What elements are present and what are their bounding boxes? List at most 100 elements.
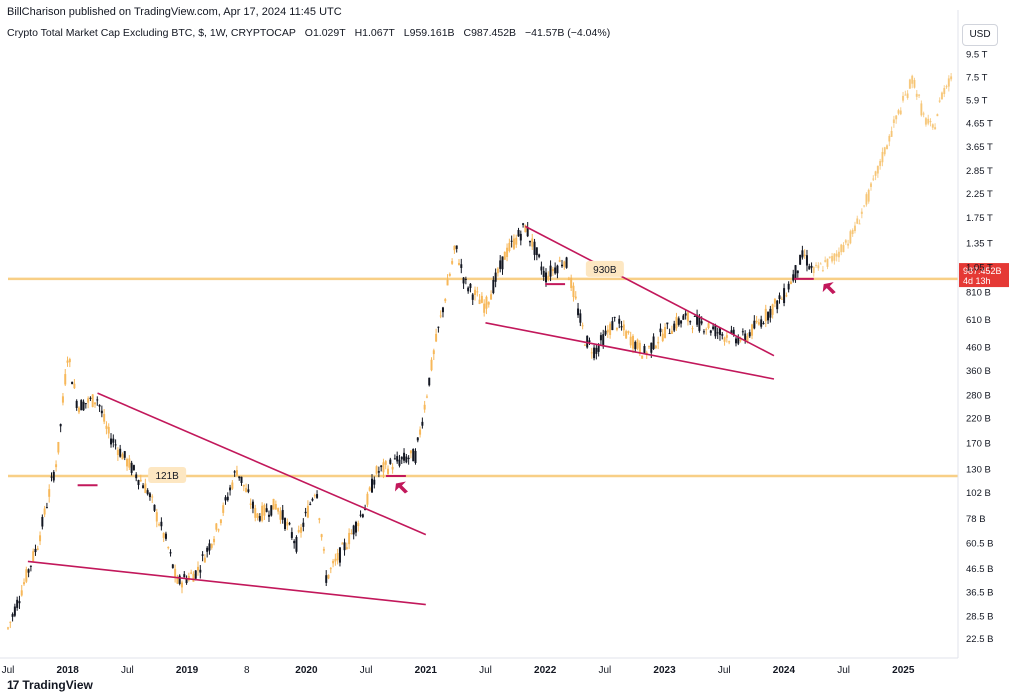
- candle-body: [190, 572, 193, 574]
- candle-body: [725, 335, 728, 338]
- candle-body: [588, 340, 591, 342]
- y-tick-label: 7.5 T: [966, 73, 988, 84]
- candle-body: [258, 516, 261, 521]
- candle-body: [691, 328, 694, 330]
- candle-body: [684, 313, 687, 316]
- candle-body: [599, 335, 602, 341]
- candle-body: [251, 501, 254, 509]
- y-tick-label: 2.25 T: [966, 189, 993, 200]
- projection-body: [840, 244, 843, 253]
- candle-body: [499, 260, 502, 269]
- projection-body: [940, 92, 943, 100]
- candle-body: [23, 582, 26, 585]
- candle-body: [496, 268, 499, 274]
- candle-body: [613, 316, 616, 318]
- candle-body: [526, 227, 529, 237]
- candle-body: [423, 404, 426, 410]
- candle-body: [256, 513, 259, 518]
- candle-body: [18, 601, 21, 604]
- candle-body: [563, 261, 566, 267]
- candle-body: [570, 277, 573, 288]
- candle-body: [284, 518, 287, 530]
- candle-body: [675, 316, 678, 329]
- candle-body: [693, 315, 696, 317]
- candle-body: [368, 487, 371, 491]
- candle-body: [551, 269, 554, 272]
- candle-body: [206, 547, 209, 552]
- candle-body: [698, 316, 701, 331]
- candle-body: [366, 493, 369, 505]
- candle-body: [606, 329, 609, 333]
- candle-body: [91, 394, 94, 407]
- candle-body: [460, 264, 463, 268]
- x-tick-label: 8: [244, 665, 250, 676]
- projection-body: [897, 110, 900, 114]
- candle-body: [199, 569, 202, 573]
- candle-body: [235, 470, 238, 476]
- candle-body: [311, 498, 314, 501]
- candle-body: [57, 441, 60, 453]
- candle-body: [215, 523, 218, 530]
- currency-button[interactable]: USD: [962, 24, 998, 46]
- price-tag-value: 987.452B: [963, 266, 1002, 276]
- candle-body: [643, 346, 646, 353]
- candle-body: [764, 308, 767, 322]
- candle-body: [492, 279, 495, 294]
- candle-body: [474, 289, 477, 295]
- ohlc-close: C987.452B: [463, 27, 517, 39]
- projection-body: [828, 256, 831, 258]
- candle-body: [306, 505, 309, 518]
- projection-body: [849, 231, 852, 244]
- candle-body: [66, 360, 69, 363]
- projection-body: [918, 94, 921, 96]
- candle-body: [810, 265, 813, 268]
- candle-body: [158, 524, 161, 526]
- candle-body: [437, 326, 440, 328]
- candle-body: [602, 334, 605, 347]
- candle-body: [506, 247, 509, 258]
- level-label: 121B: [155, 471, 179, 482]
- candle-body: [178, 575, 181, 584]
- candle-body: [371, 478, 374, 493]
- candle-body: [556, 265, 559, 274]
- candle-body: [126, 458, 129, 467]
- projection-body: [902, 95, 905, 101]
- y-tick-label: 36.5 B: [966, 587, 993, 598]
- candle-body: [249, 503, 252, 505]
- candle-body: [341, 543, 344, 545]
- candle-body: [622, 324, 625, 331]
- y-tick-label: 5.9 T: [966, 96, 988, 107]
- candle-body: [336, 553, 339, 561]
- candle-body: [288, 523, 291, 525]
- projection-body: [819, 263, 822, 265]
- candle-body: [375, 466, 378, 474]
- candle-body: [485, 296, 488, 309]
- x-tick-label: 2024: [773, 665, 796, 676]
- candle-body: [638, 342, 641, 354]
- projection-body: [821, 270, 824, 272]
- y-tick-label: 3.65 T: [966, 142, 993, 153]
- candle-body: [224, 497, 227, 501]
- candle-body: [657, 341, 660, 344]
- candle-body: [270, 505, 273, 516]
- candle-body: [210, 543, 213, 548]
- candle-body: [581, 325, 584, 327]
- candle-body: [75, 400, 78, 408]
- candle-body: [50, 476, 53, 478]
- candle-body: [444, 299, 447, 302]
- candle-body: [512, 238, 515, 249]
- candle-body: [641, 355, 644, 359]
- candle-body: [686, 312, 689, 322]
- candle-body: [446, 279, 449, 286]
- x-tick-label: 2021: [415, 665, 438, 676]
- candle-body: [231, 482, 234, 489]
- candle-body: [618, 318, 621, 324]
- level-label-box: [148, 466, 187, 483]
- candle-body: [164, 533, 167, 539]
- candle-body: [739, 339, 742, 341]
- candle-body: [229, 487, 232, 491]
- trendline-upper-2018: [97, 392, 427, 536]
- candle-body: [803, 254, 806, 256]
- candle-body: [39, 535, 42, 542]
